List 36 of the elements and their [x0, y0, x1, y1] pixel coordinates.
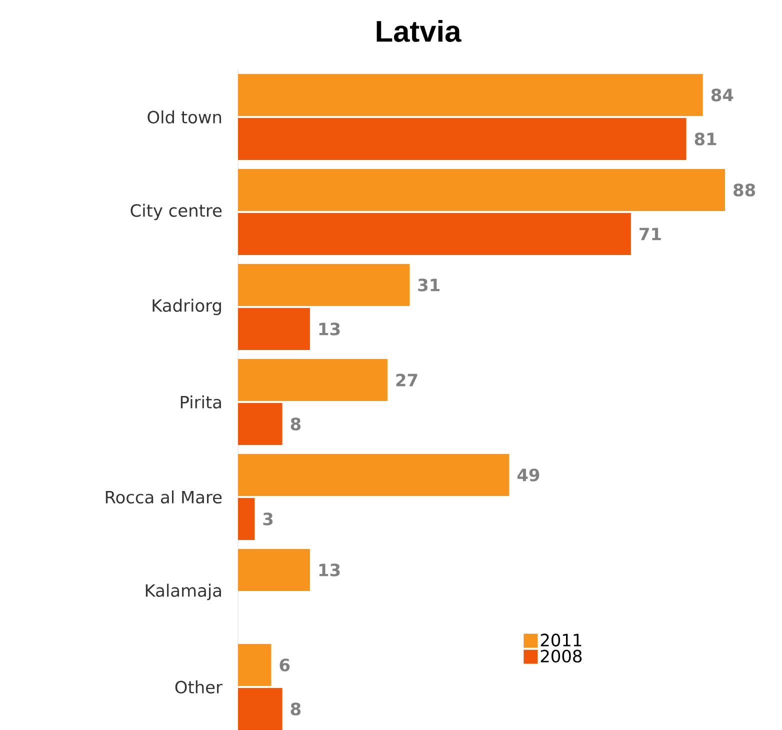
y-tick-label: Other	[175, 680, 222, 694]
chart-title: Latvia	[376, 20, 462, 42]
y-tick-label: City centre	[130, 204, 222, 220]
data-label: 88	[734, 184, 756, 196]
bar	[238, 548, 310, 591]
bar	[238, 168, 726, 211]
bar	[238, 358, 388, 401]
bar	[238, 74, 703, 116]
y-tick-label: Kadriorg	[152, 298, 221, 316]
bar	[238, 402, 282, 445]
data-label: 8	[290, 418, 301, 430]
y-tick-label: Pirita	[180, 395, 221, 409]
data-label: 13	[319, 322, 340, 336]
bar	[238, 688, 282, 730]
y-tick-label: Rocca al Mare	[106, 490, 222, 504]
legend-label: 2011	[540, 634, 582, 646]
bar	[238, 212, 631, 255]
y-tick-label: Kalamaja	[146, 584, 221, 600]
data-label: 27	[396, 374, 418, 386]
data-label: 13	[319, 564, 340, 576]
data-label: 31	[418, 278, 440, 292]
y-tick-label: Old town	[148, 110, 222, 124]
data-label: 3	[263, 512, 273, 526]
data-label: 6	[280, 658, 290, 672]
legend-label: 2008	[540, 650, 582, 663]
bar	[238, 308, 310, 350]
data-label: 8	[290, 702, 301, 716]
bar	[238, 498, 255, 540]
data-label: 84	[711, 88, 734, 102]
bar	[238, 264, 410, 306]
data-label: 71	[640, 228, 661, 240]
data-label: 49	[517, 468, 540, 482]
bar	[238, 118, 686, 160]
data-label: 81	[694, 132, 716, 146]
bar	[238, 644, 272, 686]
bar	[238, 454, 510, 496]
